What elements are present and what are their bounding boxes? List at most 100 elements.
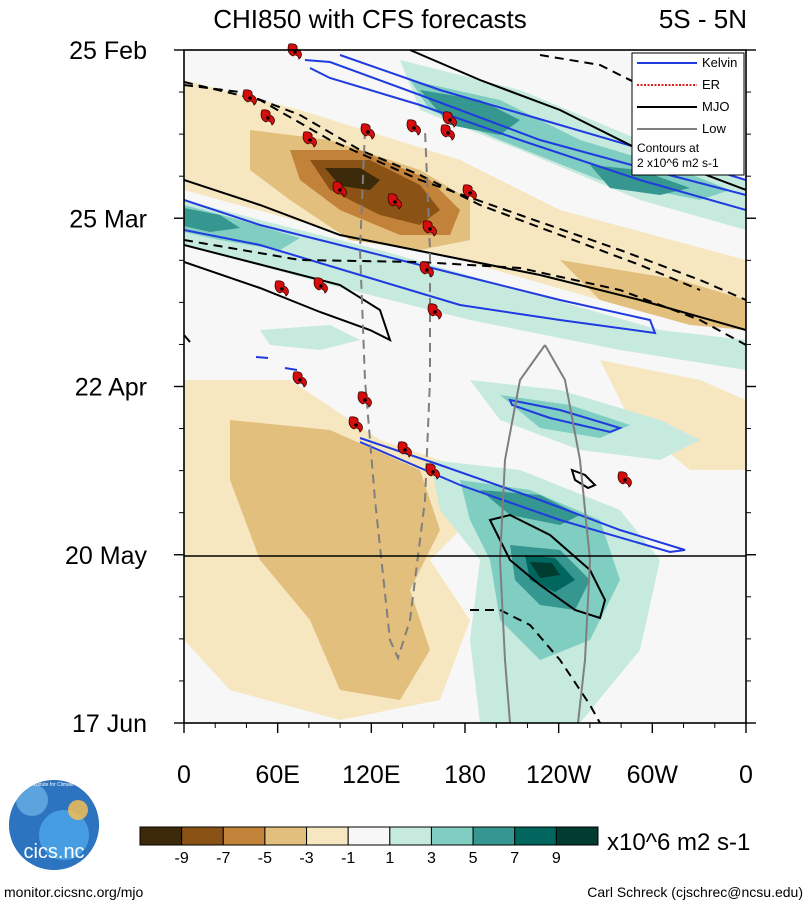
tc-symbol: [332, 181, 347, 198]
mjo-contour: [470, 609, 601, 723]
y-tick-label: 25 Mar: [69, 205, 147, 233]
colorbar-swatch: [472, 826, 516, 846]
colorbar-label: -5: [258, 850, 272, 867]
suppressed-region: [230, 420, 440, 700]
tc-eye: [425, 268, 429, 272]
legend-label-mjo: MJO: [702, 99, 729, 114]
tc-eye: [433, 310, 437, 314]
tc-eye: [623, 478, 627, 482]
enhanced-region: [480, 490, 580, 525]
tc-eye: [428, 227, 432, 231]
mjo-contour: [184, 244, 392, 342]
tc-eye: [468, 191, 472, 195]
colorbar-label: -9: [175, 850, 189, 867]
anomaly-field: [184, 60, 746, 723]
colorbar-unit: x10^6 m2 s-1: [607, 829, 750, 856]
colorbar-label: 5: [469, 850, 478, 867]
colorbar-swatch: [347, 826, 391, 846]
tc-symbol: [406, 119, 421, 136]
tc-symbol: [425, 463, 440, 480]
logo-text: cics.nc: [23, 841, 84, 863]
colorbar-swatch: [139, 826, 183, 846]
colorbar-label: -3: [299, 850, 313, 867]
colorbar-swatch: [181, 826, 224, 846]
tc-symbol: [313, 277, 328, 294]
tc-symbol: [387, 193, 402, 210]
y-tick-label: 17 Jun: [72, 710, 147, 738]
kelvin-contour: [359, 437, 686, 554]
suppressed-region: [560, 260, 746, 330]
source-url: monitor.cicsnc.org/mjo: [4, 884, 143, 900]
tc-symbol: [274, 280, 289, 297]
x-tick-label: 60W: [627, 761, 679, 789]
colorbar-swatch: [430, 826, 474, 846]
tc-symbol: [427, 303, 442, 320]
colorbar-swatch: [514, 826, 557, 846]
tc-symbol: [292, 371, 307, 388]
tc-eye: [448, 118, 452, 122]
tc-eye: [293, 50, 297, 54]
tc-eye: [412, 126, 416, 130]
tc-eye: [338, 188, 342, 192]
legend-note-line-1: Contours at: [637, 141, 700, 155]
kelvin-contour: [255, 356, 298, 371]
tc-symbol: [419, 261, 434, 278]
colorbar-label: 3: [427, 850, 436, 867]
mjo-contour: [184, 334, 191, 343]
region-label: 5S - 5N: [659, 4, 747, 34]
mjo-contour: [184, 239, 746, 346]
y-tick-label: 20 May: [65, 542, 147, 570]
colorbar: -9 -7 -5 -3 -1 1 3 5 7 9: [139, 826, 599, 867]
tc-symbol: [242, 89, 257, 106]
x-axis: 0 60E 120E 180 120W 60W 0: [177, 723, 753, 789]
tc-symbol: [287, 43, 302, 60]
colorbar-label: 9: [552, 850, 561, 867]
tc-symbols: [242, 43, 632, 488]
colorbar-label: -7: [216, 850, 230, 867]
x-tick-label: 0: [177, 761, 191, 789]
tc-symbol: [260, 109, 275, 126]
tc-symbol: [357, 391, 372, 408]
tc-eye: [298, 378, 302, 382]
low-contour: [498, 344, 546, 723]
tc-eye: [363, 398, 367, 402]
colorbar-swatch: [222, 826, 266, 846]
enhanced-region: [530, 562, 560, 578]
cics-logo: Cooperative Institute for Climate and Sa…: [3, 780, 106, 870]
logo-ring-text: Cooperative Institute for Climate and Sa…: [3, 782, 106, 788]
mjo-contour: [570, 468, 597, 490]
enhanced-region: [500, 395, 630, 438]
tc-eye: [446, 131, 450, 135]
tc-symbol: [302, 131, 317, 148]
mjo-contour: [184, 179, 746, 331]
contour-lines: [184, 50, 746, 723]
colorbar-swatch: [306, 826, 349, 846]
tc-eye: [266, 116, 270, 120]
x-tick-label: 180: [444, 761, 486, 789]
legend: Kelvin ER MJO Low Contours at 2 x10^6 m2 s-…: [631, 52, 745, 176]
tc-symbol: [440, 124, 455, 141]
tc-symbol: [360, 123, 375, 140]
kelvin-contour: [309, 67, 746, 211]
enhanced-region: [260, 325, 360, 350]
tc-eye: [280, 287, 284, 291]
kelvin-contour: [508, 398, 624, 434]
tc-eye: [248, 96, 252, 100]
mjo-contour: [184, 81, 746, 301]
tc-symbol: [348, 416, 363, 433]
tc-eye: [366, 130, 370, 134]
low-contour: [358, 129, 431, 661]
mjo-contour: [539, 54, 661, 96]
kelvin-contour: [184, 199, 657, 335]
chart-title: CHI850 with CFS forecasts: [213, 4, 527, 34]
colorbar-swatch: [389, 826, 432, 846]
x-tick-label: 120W: [526, 761, 592, 789]
tc-eye: [308, 138, 312, 142]
tc-symbol: [442, 111, 457, 128]
legend-label-kelvin: Kelvin: [702, 55, 737, 70]
colorbar-label: -1: [341, 850, 355, 867]
mjo-contour: [488, 513, 607, 620]
tc-symbol: [422, 220, 437, 237]
y-tick-label: 25 Feb: [69, 37, 147, 65]
